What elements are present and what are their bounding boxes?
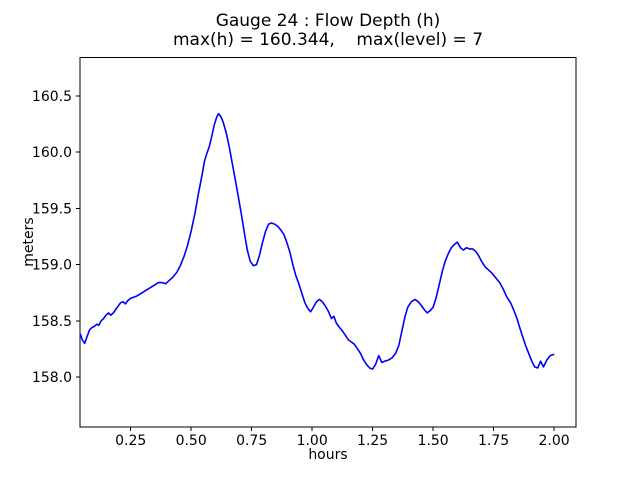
x-tick-label: 2.00 [539, 433, 570, 449]
chart-subtitle: max(h) = 160.344, max(level) = 7 [172, 30, 484, 50]
y-tick-label: 158.5 [32, 314, 72, 330]
y-tick-label: 159.0 [32, 258, 72, 274]
flow-depth-line [79, 112, 555, 370]
axes-frame [79, 57, 577, 428]
x-tick-label: 0.50 [176, 433, 207, 449]
chart-title-block: Gauge 24 : Flow Depth (h) max(h) = 160.3… [80, 12, 576, 50]
y-tick-label: 158.0 [32, 370, 72, 386]
chart-title: Gauge 24 : Flow Depth (h) [215, 11, 441, 31]
x-tick-label: 0.75 [236, 433, 267, 449]
y-tick-label: 160.0 [32, 145, 72, 161]
y-tick-label: 160.5 [32, 89, 72, 105]
x-tick-label: 1.00 [297, 433, 328, 449]
y-tick-label: 159.5 [32, 201, 72, 217]
x-axis-label: hours [308, 447, 348, 463]
x-tick-label: 0.25 [115, 433, 146, 449]
x-tick-label: 1.50 [418, 433, 449, 449]
y-axis-label: meters [21, 217, 37, 267]
x-tick-label: 1.75 [478, 433, 509, 449]
x-tick-label: 1.25 [357, 433, 388, 449]
